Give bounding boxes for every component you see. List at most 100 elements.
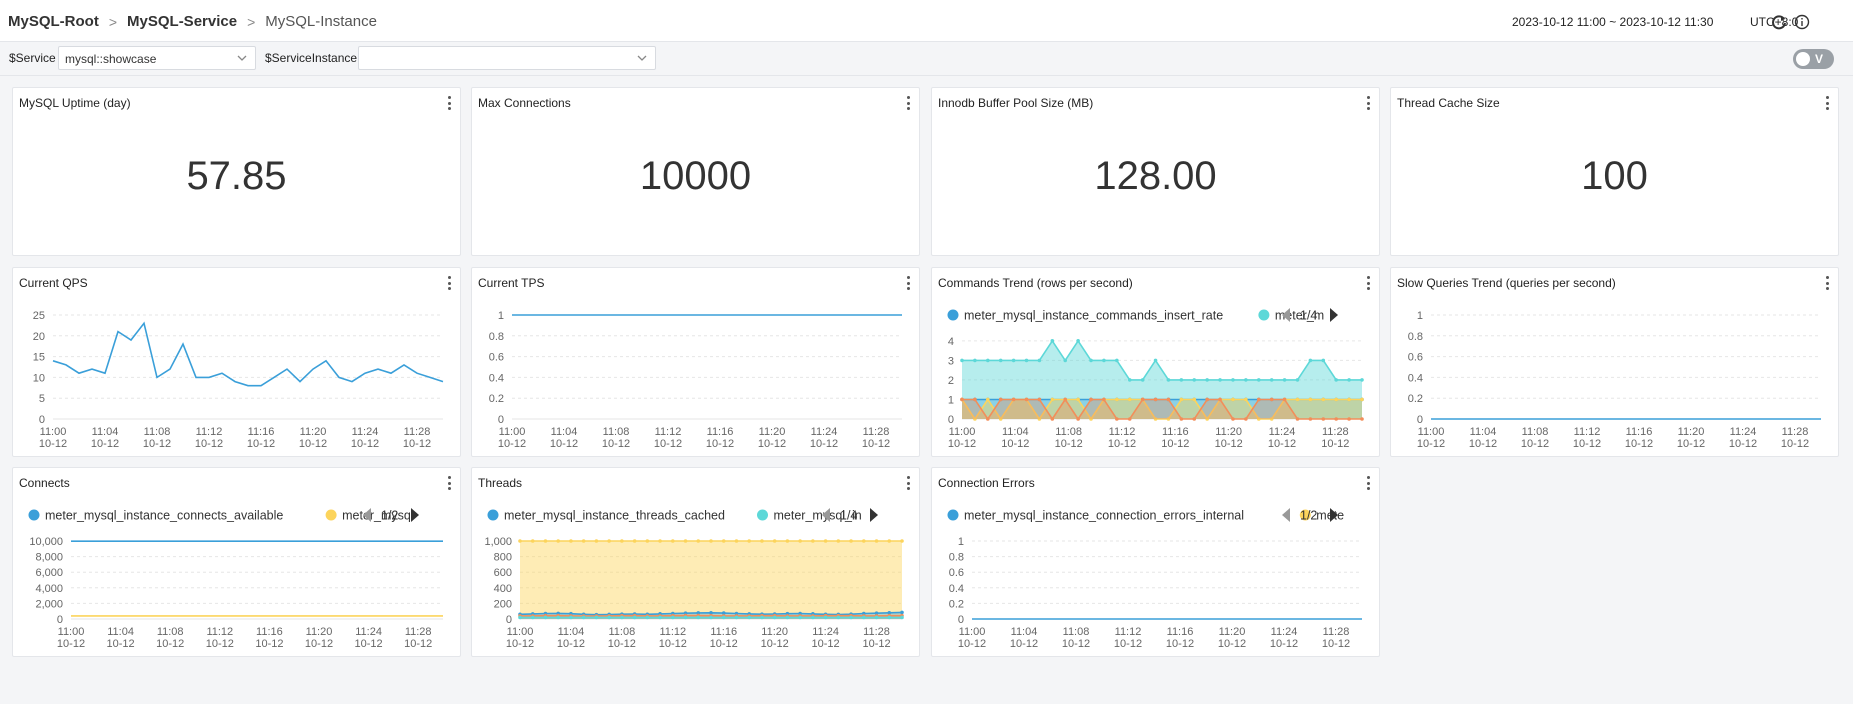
panel-title: Connection Errors (938, 476, 1035, 490)
legend-next-icon[interactable] (1330, 508, 1338, 522)
legend-page: 1/2 (1300, 509, 1317, 523)
panel-title: Commands Trend (rows per second) (938, 276, 1133, 290)
breadcrumb-service[interactable]: MySQL-Service (127, 13, 238, 30)
x-tick-time: 11:04 (1011, 626, 1038, 638)
data-point (1050, 417, 1055, 421)
legend-swatch (1258, 309, 1270, 321)
data-point (620, 539, 624, 543)
x-tick-date: 10-12 (948, 438, 976, 450)
data-point (798, 615, 802, 620)
legend-item[interactable]: meter_mysql_in (774, 509, 862, 523)
legend-item[interactable]: meter_mysql_instance_threads_cached (504, 509, 725, 523)
more-vertical-icon[interactable] (905, 96, 911, 112)
legend-item[interactable]: meter_mysq (342, 509, 411, 523)
data-point (973, 417, 977, 421)
legend-next-icon[interactable] (870, 508, 878, 522)
more-vertical-icon[interactable] (1365, 276, 1371, 292)
data-point (683, 615, 688, 620)
legend-prev-icon[interactable] (822, 508, 830, 522)
legend-swatch (487, 509, 499, 521)
legend-item[interactable]: meter_mysql_instance_connects_available (45, 509, 283, 523)
more-vertical-icon[interactable] (446, 476, 452, 492)
view-mode-toggle[interactable]: V (1793, 49, 1834, 69)
x-tick-date: 10-12 (403, 438, 431, 450)
legend-next-icon[interactable] (1330, 308, 1338, 322)
more-vertical-icon[interactable] (446, 96, 452, 112)
data-point (1269, 417, 1274, 421)
more-vertical-icon[interactable] (1824, 96, 1830, 112)
data-point (1295, 378, 1300, 382)
connection-errors-chart: meter_mysql_instance_connection_errors_i… (947, 508, 1362, 650)
x-tick-time: 11:04 (107, 626, 134, 638)
service-label: $Service (9, 51, 56, 65)
x-tick-date: 10-12 (506, 638, 534, 650)
x-tick-date: 10-12 (1062, 638, 1090, 650)
time-range-picker[interactable]: 2023-10-12 11:00 ~ 2023-10-12 11:30 (1512, 15, 1714, 29)
data-point (1140, 397, 1145, 402)
data-point (1282, 397, 1287, 402)
data-point (696, 611, 701, 615)
service-select-value: mysql::showcase (65, 52, 157, 66)
data-point (1282, 378, 1287, 382)
more-vertical-icon[interactable] (1824, 276, 1830, 292)
data-point (1063, 358, 1068, 363)
chart-legend: meter_mysql_instance_connection_errors_i… (947, 508, 1344, 523)
data-point (1192, 378, 1197, 382)
x-tick-time: 11:00 (40, 426, 67, 438)
data-point (518, 539, 522, 543)
refresh-icon[interactable] (1771, 14, 1787, 30)
data-point (1334, 378, 1338, 382)
x-tick-date: 10-12 (862, 638, 890, 650)
x-tick-date: 10-12 (758, 438, 786, 450)
stat-value: 100 (1581, 154, 1648, 198)
x-tick-time: 11:04 (92, 426, 119, 438)
x-tick-time: 11:20 (1215, 426, 1242, 438)
legend-prev-icon[interactable] (1282, 508, 1290, 522)
more-vertical-icon[interactable] (905, 276, 911, 292)
data-point (1037, 397, 1042, 402)
data-point (671, 539, 675, 543)
data-point (1153, 397, 1158, 402)
data-point (658, 539, 662, 543)
y-tick-label: 0.8 (949, 552, 964, 564)
data-point (1244, 397, 1248, 402)
stat-value: 10000 (639, 154, 752, 198)
data-point (1256, 397, 1261, 402)
service-select[interactable]: mysql::showcase (58, 46, 256, 70)
more-vertical-icon[interactable] (1365, 96, 1371, 112)
data-point (1115, 417, 1119, 421)
x-tick-date: 10-12 (1161, 438, 1189, 450)
x-tick-time: 11:16 (1162, 426, 1189, 438)
data-point (569, 615, 573, 620)
data-point (986, 417, 990, 421)
x-tick-time: 11:00 (1418, 426, 1445, 438)
legend-prev-icon[interactable] (1282, 308, 1290, 322)
data-point (900, 539, 904, 543)
legend-next-icon[interactable] (411, 508, 419, 522)
more-vertical-icon[interactable] (446, 276, 452, 292)
data-point (1192, 417, 1197, 421)
x-tick-date: 10-12 (39, 438, 67, 450)
legend-prev-icon[interactable] (363, 508, 371, 522)
data-point (594, 615, 599, 620)
info-icon[interactable] (1794, 14, 1810, 30)
x-tick-date: 10-12 (608, 638, 636, 650)
data-point (874, 615, 879, 620)
y-tick-label: 0.6 (949, 567, 964, 579)
more-vertical-icon[interactable] (905, 476, 911, 492)
series-line (962, 398, 1362, 421)
data-point (530, 539, 535, 543)
service-instance-select[interactable] (358, 46, 656, 70)
x-tick-date: 10-12 (812, 638, 840, 650)
breadcrumb-root[interactable]: MySQL-Root (8, 13, 99, 30)
legend-item[interactable]: meter_mysql_instance_connection_errors_i… (964, 509, 1244, 523)
x-tick-time: 11:28 (1322, 426, 1349, 438)
data-point (709, 610, 713, 615)
data-point (1127, 397, 1132, 402)
x-tick-time: 11:28 (863, 626, 890, 638)
legend-item[interactable]: meter_mysql_instance_commands_insert_rat… (964, 309, 1223, 323)
data-point (1321, 417, 1326, 421)
data-point (1024, 358, 1029, 363)
chart-legend: meter_mysql_instance_threads_cached meter… (487, 508, 878, 523)
more-vertical-icon[interactable] (1365, 476, 1371, 492)
